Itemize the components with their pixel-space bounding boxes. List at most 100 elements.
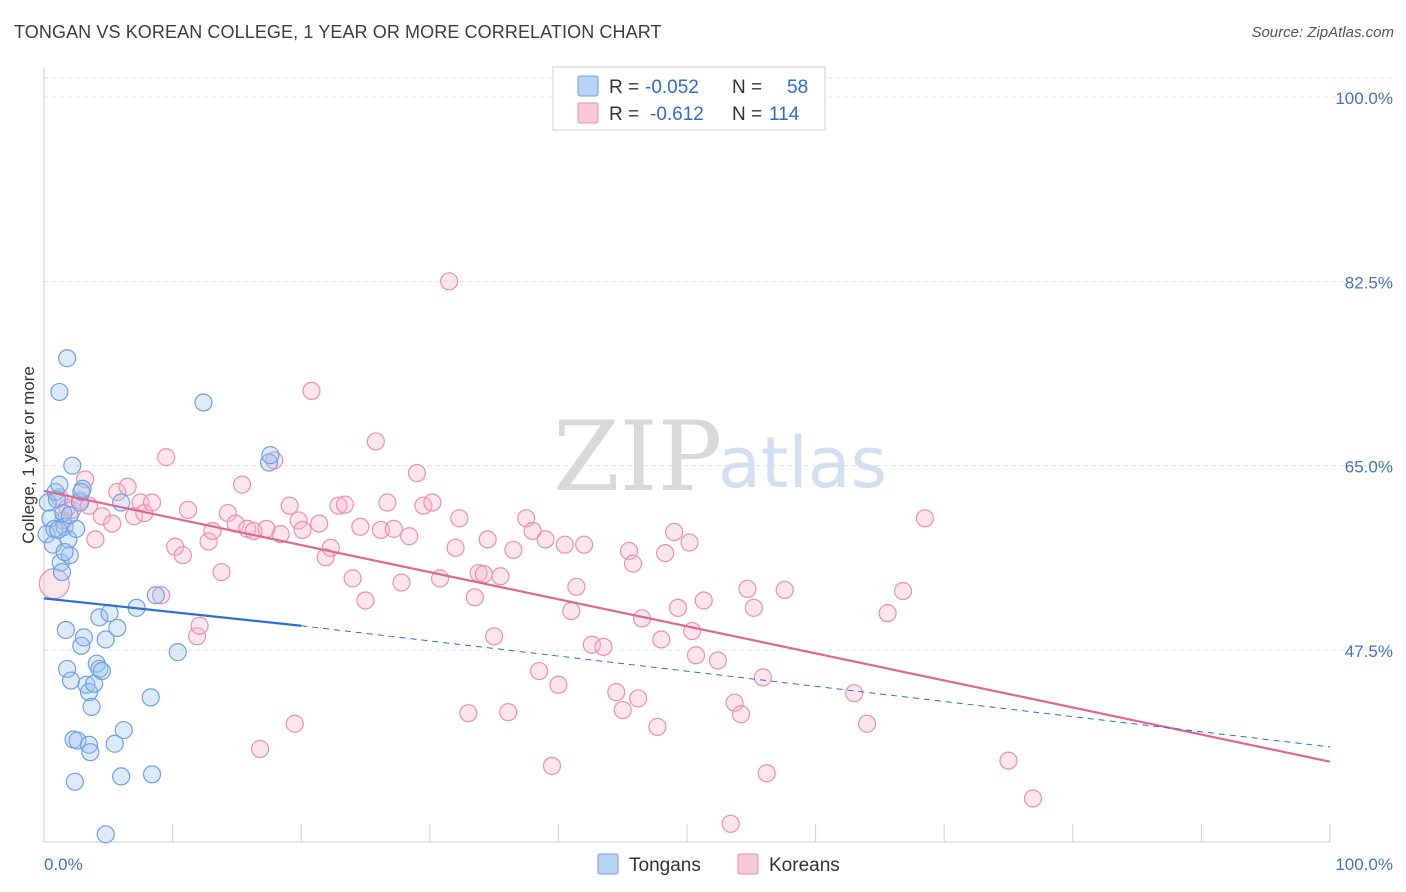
korean-point [575, 535, 594, 554]
korean-point [450, 509, 469, 528]
korean-point [351, 517, 370, 536]
source-credit: Source: ZipAtlas.com [1251, 24, 1394, 41]
korean-point [562, 601, 581, 621]
tongan-point [61, 671, 81, 690]
tongan-point [96, 825, 115, 844]
korean-point [103, 514, 122, 533]
legend-n-label-tongans: N = [732, 77, 762, 98]
korean-point [567, 577, 586, 596]
tick-labels: 100.0% 82.5% 65.0% 47.5% 0.0% 100.0% [44, 89, 1393, 874]
korean-point [753, 668, 772, 687]
korean-point [400, 527, 419, 546]
korean-point [665, 522, 684, 542]
grid [44, 77, 1395, 651]
korean-point [623, 554, 643, 573]
bottom-legend-swatch-koreans [737, 853, 759, 875]
tongan-point [259, 453, 279, 472]
korean-point [407, 463, 427, 483]
tongans-trendline [43, 597, 302, 627]
trendlines [43, 489, 1331, 763]
bottom-legend-label-tongans: Tongans [629, 855, 701, 876]
tongan-point [108, 618, 127, 637]
watermark: ZIP atlas [553, 401, 887, 513]
korean-point [316, 548, 335, 567]
korean-point [474, 565, 493, 584]
tongan-point [49, 520, 68, 540]
korean-point [775, 580, 794, 600]
tongan-point [81, 743, 100, 762]
korean-point [648, 717, 667, 736]
korean-point [118, 477, 137, 496]
tongan-point [105, 734, 124, 753]
korean-point [680, 533, 699, 552]
tongans-trendline-extension [301, 625, 1331, 748]
korean-point [499, 703, 518, 722]
korean-point [108, 482, 127, 502]
korean-point [629, 689, 648, 708]
tongan-point [90, 608, 109, 627]
korean-point [731, 705, 751, 724]
korean-point [485, 627, 504, 646]
korean-point [423, 493, 442, 512]
tongan-point [58, 349, 77, 368]
tongan-point [60, 546, 79, 565]
tongan-point [68, 731, 87, 750]
korean-point [686, 646, 706, 665]
x-tick-label-0: 0.0% [44, 855, 83, 874]
tongan-point [72, 482, 91, 502]
korean-point [439, 272, 459, 291]
legend-n-value-koreans: 114 [769, 104, 800, 125]
axes [43, 68, 1331, 843]
korean-point [656, 543, 675, 563]
korean-point [92, 507, 111, 526]
korean-point [384, 519, 403, 538]
tongan-point [52, 562, 72, 582]
korean-point [285, 714, 304, 733]
korean-point [1023, 789, 1043, 808]
tongan-point [141, 688, 160, 707]
korean-point [668, 598, 688, 617]
tongan-point [96, 630, 115, 649]
korean-point [744, 598, 763, 617]
korean-point [293, 520, 312, 540]
korean-point [582, 635, 601, 654]
tongan-point [168, 643, 187, 662]
korean-point [289, 511, 308, 530]
tongan-point [114, 720, 133, 740]
korean-point [173, 546, 192, 565]
tongan-point [58, 659, 77, 679]
y-tick-label-1: 82.5% [1345, 273, 1393, 292]
legend-swatch-tongans [577, 75, 599, 97]
korean-point [459, 704, 478, 723]
korean-point [392, 573, 411, 592]
bottom-legend-label-koreans: Koreans [769, 855, 840, 876]
korean-point [335, 495, 355, 514]
korean-point [878, 604, 897, 623]
korean-point [857, 714, 877, 733]
tongan-point [194, 393, 213, 412]
korean-point [594, 637, 613, 656]
watermark-atlas: atlas [718, 422, 887, 504]
korean-point [491, 567, 510, 586]
korean-point [310, 514, 329, 533]
chart-title: TONGAN VS KOREAN COLLEGE, 1 YEAR OR MORE… [14, 22, 662, 42]
watermark-zip: ZIP [553, 401, 722, 513]
korean-point [708, 651, 727, 670]
korean-point [356, 591, 375, 610]
korean-point [280, 496, 299, 515]
tongan-point [60, 506, 79, 525]
korean-point [725, 693, 744, 712]
korean-point [555, 535, 574, 554]
legend: R = -0.052 N = 58 R = -0.612 N = 114 [552, 66, 826, 131]
bottom-legend: Tongans Koreans [597, 853, 840, 876]
tongan-point [50, 475, 69, 494]
tongan-point [112, 767, 131, 786]
korean-point [530, 661, 549, 681]
korean-point [271, 525, 290, 544]
tongan-point [56, 620, 75, 640]
korean-point [523, 521, 542, 541]
y-tick-label-0: 100.0% [1335, 89, 1393, 108]
korean-point [371, 520, 391, 540]
korean-point [366, 432, 385, 451]
koreans-points [38, 272, 1043, 833]
